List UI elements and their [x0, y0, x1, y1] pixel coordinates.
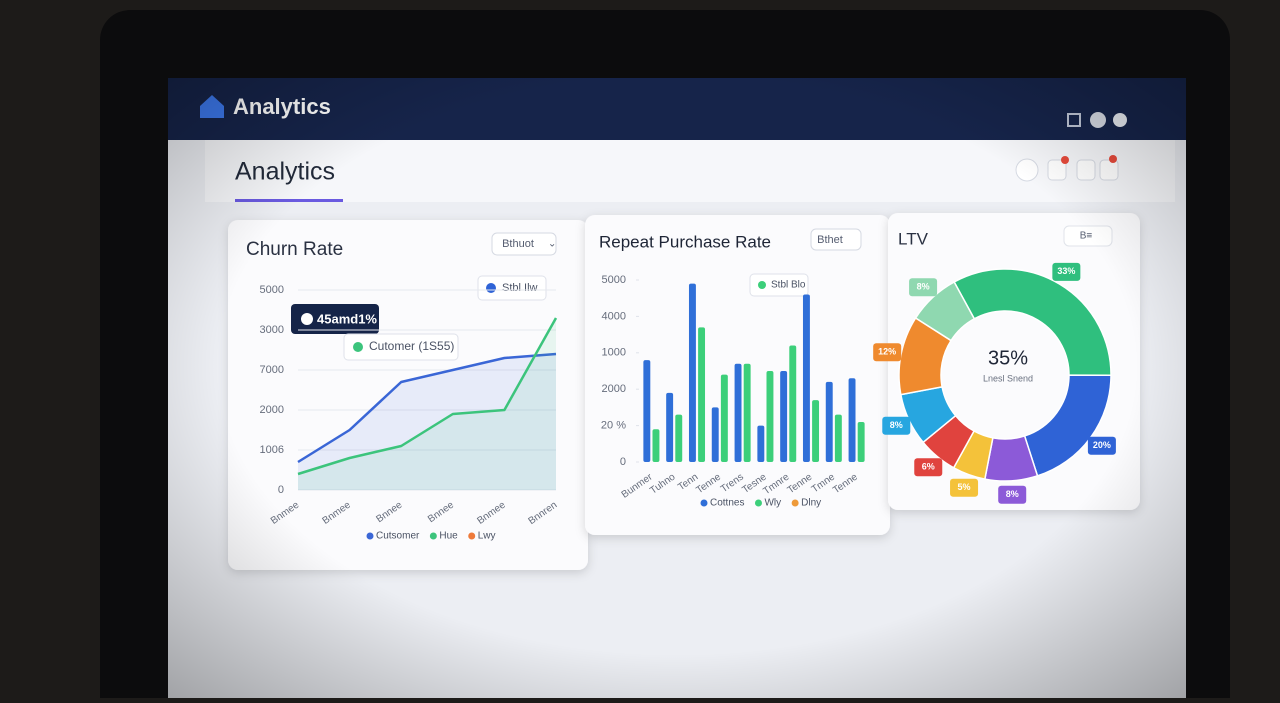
legend-swatch: [429, 532, 437, 540]
bar: [675, 414, 683, 462]
legend-swatch: [754, 499, 762, 507]
data-label: 33%: [1057, 266, 1075, 276]
bar: [698, 327, 706, 462]
search-button[interactable]: [1015, 158, 1039, 182]
legend-label: Cottnes: [710, 498, 744, 509]
bar: [688, 283, 696, 462]
tooltip-text: Cutomer (1S55): [369, 339, 454, 353]
tooltip-text: Stbl Blo: [771, 280, 806, 291]
bar: [812, 400, 820, 462]
legend-swatch: [700, 499, 708, 507]
app-title: Analytics: [233, 94, 331, 119]
profile-button[interactable]: [1099, 159, 1119, 181]
legend-label: Cutsomer: [376, 531, 420, 542]
card-title: LTV: [898, 229, 929, 248]
y-tick-label: 1006: [260, 444, 284, 456]
tooltip-dot: [486, 283, 496, 293]
y-tick-label: 2000: [602, 383, 626, 395]
legend-swatch: [468, 532, 476, 540]
dropdown-caret: ⌄: [548, 239, 556, 250]
bar: [789, 345, 797, 462]
bar: [666, 392, 674, 462]
legend-swatch: [791, 499, 799, 507]
tooltip-text: 45amd1%: [317, 311, 377, 326]
bar: [711, 407, 719, 462]
data-label: 5%: [958, 482, 971, 492]
legend-label: Hue: [439, 531, 458, 542]
bar: [734, 363, 742, 462]
bar: [825, 381, 833, 462]
bar: [757, 425, 765, 462]
legend-label: Lwy: [478, 531, 496, 542]
y-tick-label: 5000: [260, 284, 284, 296]
data-label: 12%: [878, 347, 896, 357]
data-label: 20%: [1093, 440, 1111, 450]
tooltip-text: Stbl Ilw: [502, 282, 538, 294]
title-underline: [235, 199, 343, 202]
page-title: Analytics: [235, 158, 335, 186]
y-tick-label: 20 %: [601, 420, 626, 432]
data-label: 8%: [1006, 489, 1019, 499]
y-tick-label: 0: [620, 456, 626, 468]
bar: [834, 414, 842, 462]
badge: [1061, 156, 1069, 164]
legend-label: Dlny: [801, 498, 821, 509]
legend-swatch: [366, 532, 374, 540]
y-tick-label: 4000: [602, 310, 626, 322]
tooltip-dot: [758, 281, 766, 289]
settings-icon[interactable]: [1113, 113, 1127, 127]
bar: [802, 294, 810, 462]
card-title: Repeat Purchase Rate: [599, 232, 771, 251]
bar: [857, 421, 865, 462]
bar: [780, 371, 788, 462]
donut-center-label: Lnesl Snend: [983, 373, 1033, 383]
card-title: Churn Rate: [246, 239, 343, 260]
tooltip-dot: [353, 342, 363, 352]
bar: [720, 374, 728, 462]
bar: [766, 371, 774, 462]
badge: [1109, 155, 1117, 163]
y-tick-label: 0: [278, 484, 284, 496]
message-button[interactable]: [1076, 159, 1096, 181]
bar: [652, 429, 660, 462]
legend-label: Wly: [764, 498, 781, 509]
y-tick-label: 3000: [260, 324, 284, 336]
bar: [848, 378, 856, 462]
data-label: 6%: [922, 462, 935, 472]
y-tick-label: 5000: [602, 274, 626, 286]
y-tick-label: 2000: [260, 404, 284, 416]
bar: [643, 360, 651, 462]
bar: [743, 363, 751, 462]
dropdown-label: B≡: [1080, 231, 1093, 242]
dropdown-label: Bthet: [817, 234, 843, 246]
data-label: 8%: [890, 420, 903, 430]
dropdown-label: Bthuot: [502, 238, 534, 250]
y-tick-label: 1000: [602, 347, 626, 359]
data-label: 8%: [917, 282, 930, 292]
tooltip-dot: [301, 313, 313, 325]
avatar-icon[interactable]: [1090, 112, 1106, 128]
donut-center-value: 35%: [988, 347, 1028, 369]
y-tick-label: 7000: [260, 364, 284, 376]
